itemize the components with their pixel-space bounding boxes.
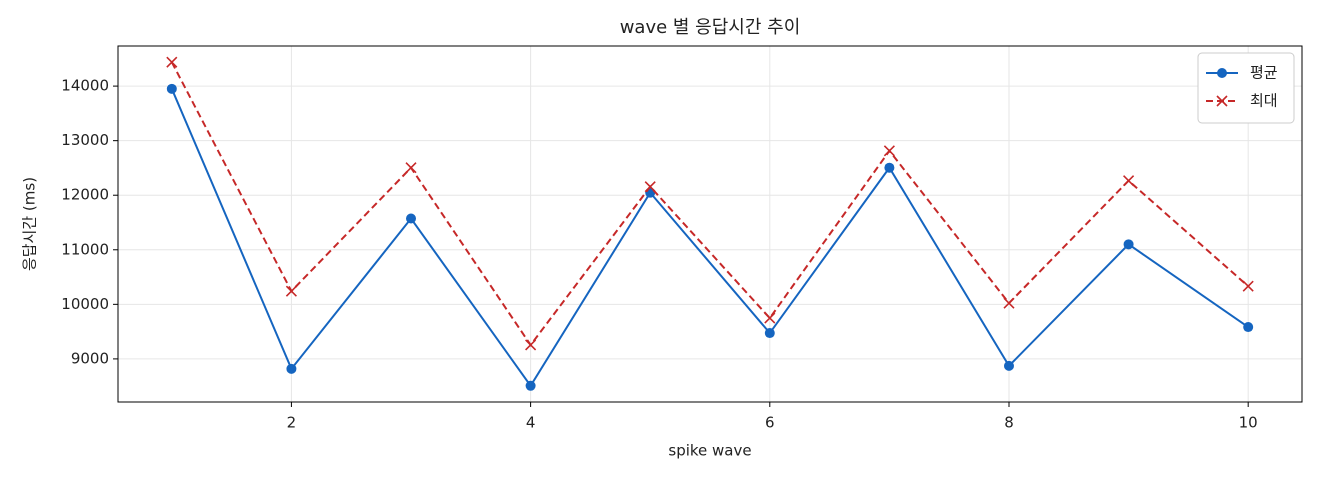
marker bbox=[1123, 239, 1134, 250]
y-tick-label: 12000 bbox=[61, 186, 109, 204]
marker bbox=[1243, 322, 1254, 333]
marker bbox=[166, 56, 178, 68]
y-tick-label: 11000 bbox=[61, 240, 109, 258]
marker bbox=[1003, 297, 1015, 309]
y-tick-label: 13000 bbox=[61, 131, 109, 149]
series-line bbox=[170, 61, 1249, 347]
marker bbox=[525, 339, 537, 351]
x-tick-label: 6 bbox=[765, 414, 775, 432]
chart-title: wave 별 응답시간 추이 bbox=[620, 17, 801, 38]
marker bbox=[285, 285, 297, 297]
plot-frame bbox=[117, 45, 1303, 403]
x-tick-label: 10 bbox=[1239, 414, 1258, 432]
legend-label: 최대 bbox=[1250, 92, 1278, 110]
legend-marker bbox=[1216, 95, 1228, 107]
y-axis-label: 응답시간 (ms) bbox=[21, 177, 39, 271]
series-line bbox=[170, 88, 1249, 388]
marker bbox=[1003, 360, 1014, 371]
x-tick-label: 4 bbox=[526, 414, 536, 432]
x-tick-label: 8 bbox=[1004, 414, 1014, 432]
x-tick-label: 2 bbox=[287, 414, 297, 432]
legend-box bbox=[1197, 52, 1295, 124]
marker bbox=[883, 145, 895, 157]
y-tick-label: 14000 bbox=[61, 77, 109, 95]
legend-marker bbox=[1217, 68, 1227, 78]
marker bbox=[166, 83, 177, 94]
marker bbox=[525, 380, 536, 391]
marker bbox=[286, 363, 297, 374]
marker bbox=[764, 312, 776, 324]
legend-label: 평균 bbox=[1250, 64, 1278, 82]
x-axis-label: spike wave bbox=[668, 442, 751, 460]
marker bbox=[884, 162, 895, 173]
marker bbox=[405, 162, 417, 174]
y-tick-label: 10000 bbox=[61, 295, 109, 313]
marker bbox=[1242, 280, 1254, 292]
marker bbox=[764, 328, 775, 339]
y-tick-label: 9000 bbox=[71, 349, 109, 367]
marker bbox=[406, 213, 417, 224]
marker bbox=[644, 181, 656, 193]
marker bbox=[1123, 175, 1135, 187]
